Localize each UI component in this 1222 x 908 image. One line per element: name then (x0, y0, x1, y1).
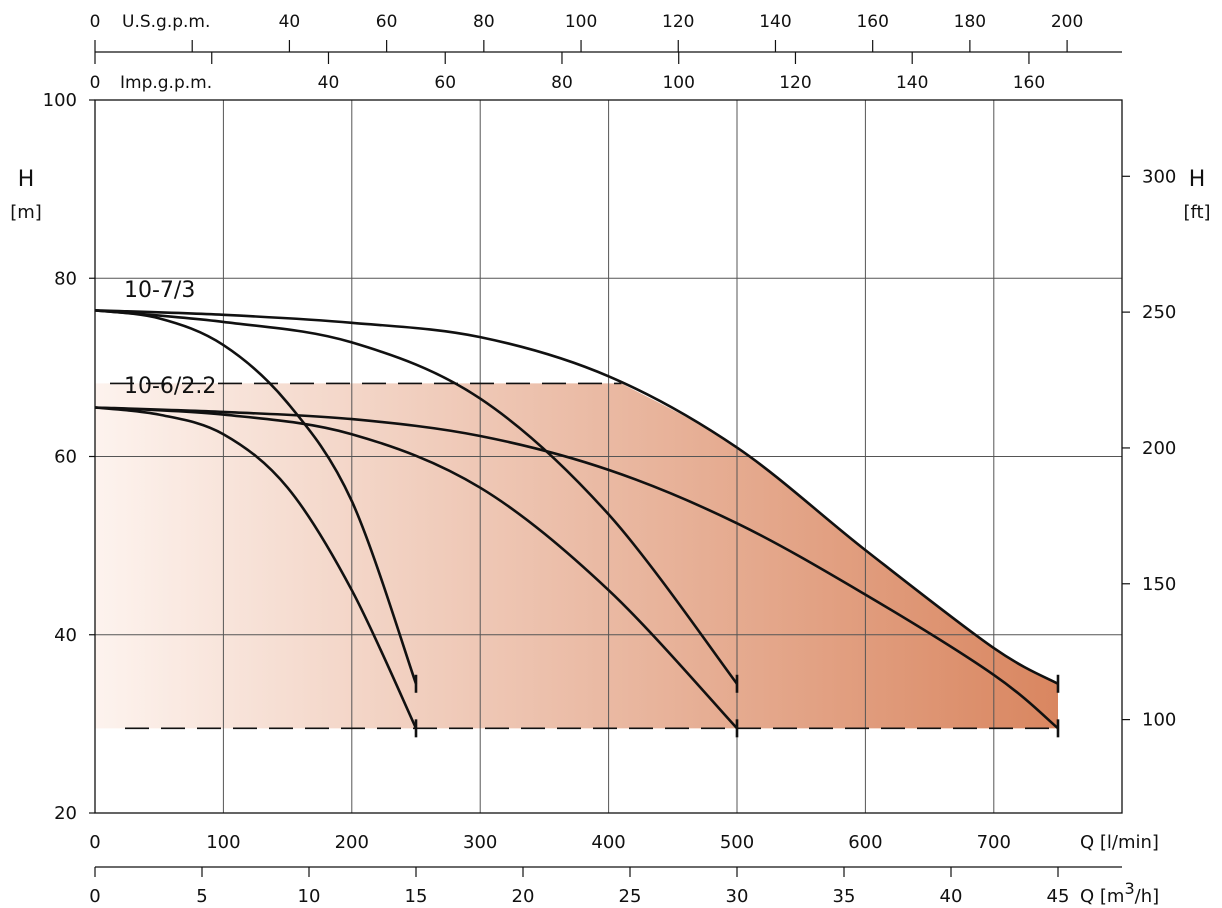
m3h-tick-label: 0 (89, 886, 100, 907)
impgpm-axis-label: Imp.g.p.m. (120, 73, 212, 93)
impgpm-tick-label: 160 (1013, 73, 1045, 93)
usgpm-tick-label: 100 (565, 12, 597, 32)
m3h-tick-label: 15 (405, 886, 428, 907)
usgpm-tick-label: 60 (376, 12, 398, 32)
y-left-label-unit: [m] (10, 202, 42, 223)
y-right-label-unit: [ft] (1183, 202, 1210, 223)
pump-curve (94, 406, 1059, 730)
ft-tick-label: 300 (1142, 166, 1176, 187)
ft-tick-label: 250 (1142, 302, 1176, 323)
m3h-tick-label: 20 (512, 886, 535, 907)
operating-range-limits (110, 382, 1058, 730)
usgpm-axis-label: U.S.g.p.m. (122, 12, 210, 32)
pump-curves (94, 309, 1060, 738)
impgpm-tick-label: 140 (896, 73, 928, 93)
m3h-tick-label: 40 (940, 886, 963, 907)
x-tick-label: 700 (977, 832, 1011, 853)
impgpm-tick-label: 40 (318, 73, 340, 93)
operating-range-area (95, 383, 1058, 729)
m3h-tick-label: 45 (1047, 886, 1070, 907)
m3h-tick-label: 25 (619, 886, 642, 907)
y-tick-label: 80 (54, 268, 77, 289)
usgpm-tick-label: 180 (954, 12, 986, 32)
pump-curve (94, 309, 739, 685)
x-tick-label: 200 (335, 832, 369, 853)
operating-range-fill (95, 383, 1058, 729)
usgpm-tick-label: 40 (279, 12, 301, 32)
impgpm-tick-label: 60 (434, 73, 456, 93)
curve-label-10-7-3: 10-7/3 (124, 278, 195, 303)
pump-curve (94, 309, 418, 685)
usgpm-tick-label: 0 (90, 12, 101, 32)
usgpm-tick-label: 120 (662, 12, 694, 32)
usgpm-tick-label: 200 (1051, 12, 1083, 32)
x-tick-label: 0 (89, 832, 100, 853)
y-tick-label: 60 (54, 447, 77, 468)
y-tick-label: 40 (54, 625, 77, 646)
m3h-tick-label: 30 (726, 886, 749, 907)
m3h-tick-label: 10 (298, 886, 321, 907)
usgpm-tick-label: 80 (473, 12, 495, 32)
m3h-tick-label: 5 (196, 886, 207, 907)
m3h-tick-label: 35 (833, 886, 856, 907)
y-right-label-h: H (1189, 167, 1206, 192)
x-axis-label-lmin: Q [l/min] (1080, 832, 1159, 853)
x-tick-label: 100 (206, 832, 240, 853)
grid-lines (95, 100, 1122, 813)
ft-tick-label: 200 (1142, 438, 1176, 459)
ft-tick-label: 100 (1142, 710, 1176, 731)
impgpm-tick-label: 0 (90, 73, 101, 93)
x-tick-label: 400 (591, 832, 625, 853)
x-tick-label: 600 (848, 832, 882, 853)
x-axis-label-m3h: Q [m3/h] (1080, 879, 1159, 907)
impgpm-tick-label: 80 (551, 73, 573, 93)
y-left-label-h: H (18, 167, 35, 192)
impgpm-tick-label: 100 (662, 73, 694, 93)
impgpm-tick-label: 120 (779, 73, 811, 93)
usgpm-tick-label: 160 (856, 12, 888, 32)
y-tick-label: 100 (43, 90, 77, 111)
pump-curve (94, 309, 1059, 685)
usgpm-tick-label: 140 (759, 12, 791, 32)
ft-tick-label: 150 (1142, 574, 1176, 595)
pump-curve (94, 406, 418, 729)
y-tick-label: 20 (54, 803, 77, 824)
curve-label-10-6-2-2: 10-6/2.2 (124, 374, 216, 399)
x-tick-label: 300 (463, 832, 497, 853)
pump-curve (94, 406, 738, 730)
x-tick-label: 500 (720, 832, 754, 853)
